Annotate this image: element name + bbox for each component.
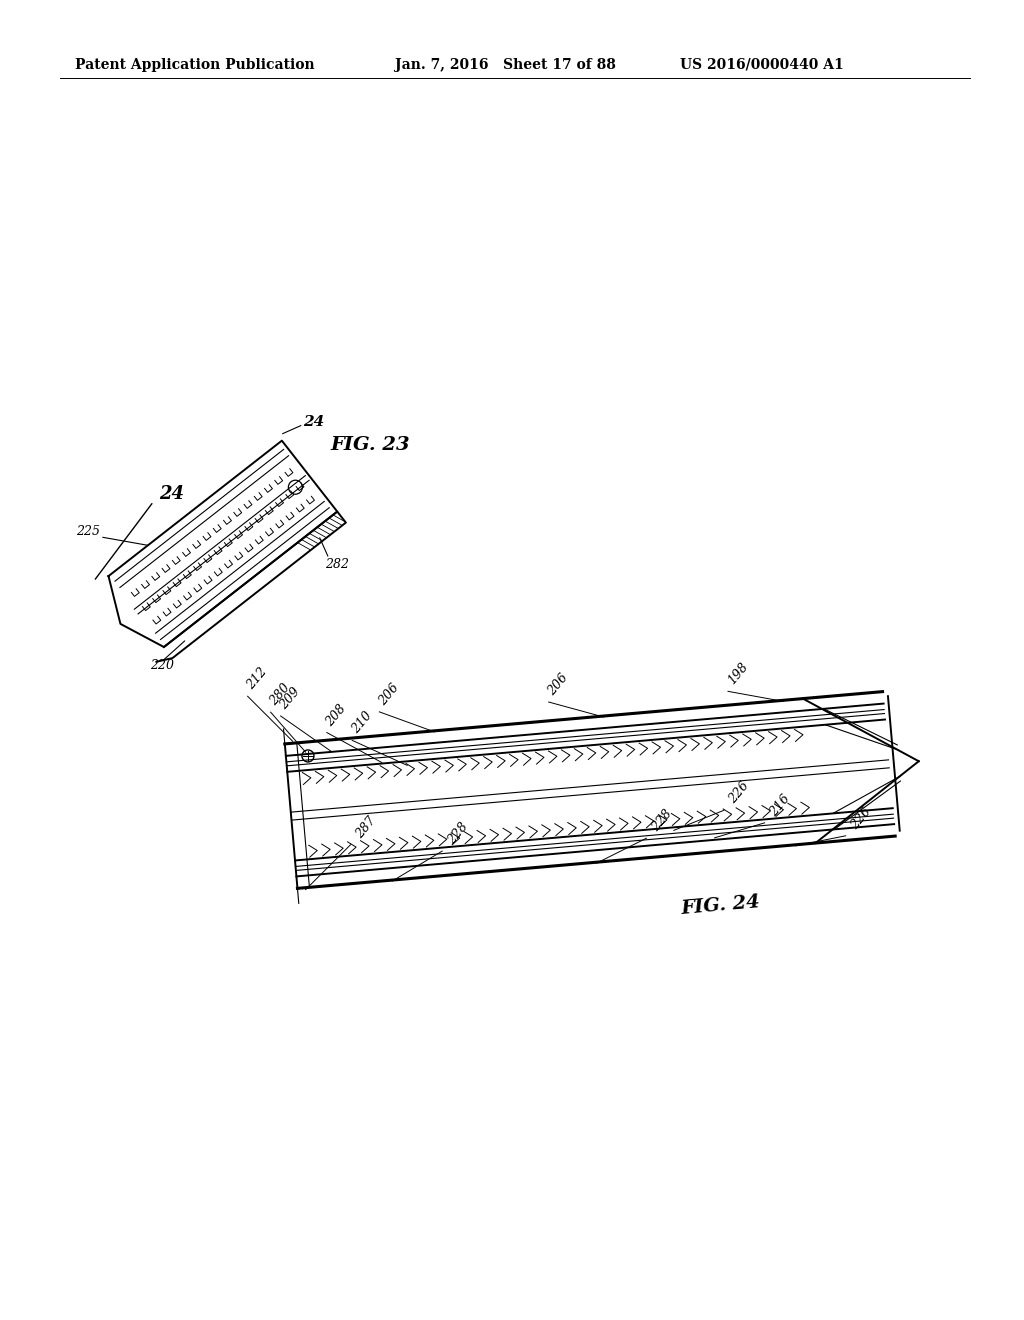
- Text: 228: 228: [445, 820, 471, 847]
- Text: 24: 24: [159, 486, 183, 503]
- Text: 206: 206: [377, 681, 401, 708]
- Text: 212: 212: [245, 665, 270, 692]
- Text: 287: 287: [353, 814, 379, 841]
- Text: 208: 208: [324, 702, 349, 729]
- Text: 280: 280: [267, 681, 293, 708]
- Text: 282: 282: [325, 558, 349, 572]
- Text: 24: 24: [303, 414, 324, 429]
- Text: FIG. 23: FIG. 23: [330, 436, 410, 454]
- Text: 206: 206: [546, 672, 571, 698]
- Text: Patent Application Publication: Patent Application Publication: [75, 58, 314, 73]
- Text: 228: 228: [649, 808, 675, 834]
- Text: US 2016/0000440 A1: US 2016/0000440 A1: [680, 58, 844, 73]
- Text: 216: 216: [768, 792, 793, 818]
- Text: 220: 220: [150, 659, 174, 672]
- Text: 225: 225: [76, 525, 100, 539]
- Text: 226: 226: [849, 805, 874, 832]
- Text: Jan. 7, 2016   Sheet 17 of 88: Jan. 7, 2016 Sheet 17 of 88: [395, 58, 615, 73]
- Text: FIG. 24: FIG. 24: [680, 892, 761, 917]
- Text: 209: 209: [278, 685, 303, 711]
- Text: 198: 198: [725, 660, 751, 688]
- Text: 210: 210: [349, 710, 375, 737]
- Text: 226: 226: [727, 780, 753, 807]
